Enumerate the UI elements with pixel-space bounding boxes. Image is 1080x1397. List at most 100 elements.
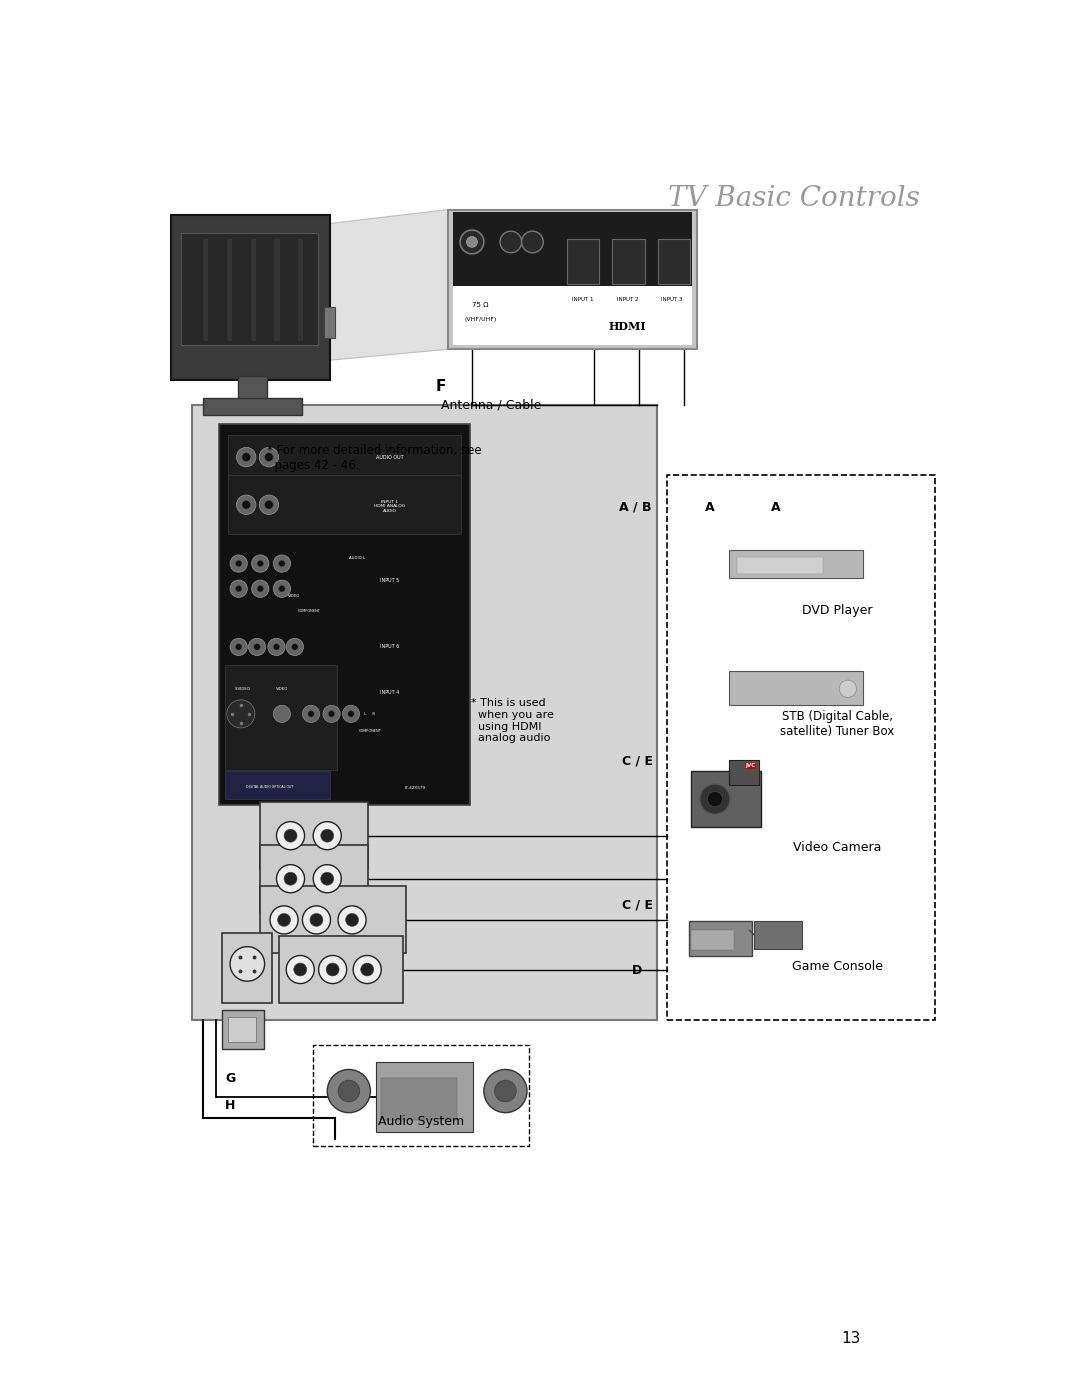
Bar: [260, 845, 368, 912]
Ellipse shape: [328, 711, 335, 717]
Ellipse shape: [707, 792, 723, 806]
Text: C / E: C / E: [622, 754, 652, 768]
Bar: [203, 239, 208, 341]
Ellipse shape: [259, 495, 279, 514]
Bar: [381, 1078, 457, 1120]
Ellipse shape: [495, 1080, 516, 1102]
Ellipse shape: [237, 447, 256, 467]
Text: L     R: L R: [364, 712, 375, 715]
Ellipse shape: [254, 644, 260, 650]
Ellipse shape: [273, 580, 291, 598]
Ellipse shape: [308, 711, 314, 717]
Ellipse shape: [265, 500, 273, 509]
Ellipse shape: [235, 644, 242, 650]
Ellipse shape: [230, 580, 247, 598]
Bar: [171, 215, 330, 380]
Ellipse shape: [252, 555, 269, 573]
Bar: [274, 239, 280, 341]
Text: AUDIO OUT: AUDIO OUT: [376, 454, 404, 460]
Bar: [251, 239, 256, 341]
Text: INPUT 5: INPUT 5: [380, 578, 400, 583]
Ellipse shape: [286, 638, 303, 655]
Ellipse shape: [839, 680, 856, 697]
Ellipse shape: [279, 585, 285, 592]
Ellipse shape: [338, 905, 366, 935]
Ellipse shape: [321, 830, 334, 842]
Ellipse shape: [284, 872, 297, 886]
Ellipse shape: [460, 231, 484, 254]
Bar: [298, 239, 303, 341]
Ellipse shape: [259, 447, 279, 467]
Text: HDMI: HDMI: [609, 321, 646, 331]
Bar: [453, 212, 692, 291]
Text: A / B: A / B: [619, 500, 651, 514]
Ellipse shape: [302, 705, 320, 722]
Ellipse shape: [230, 947, 265, 981]
Bar: [238, 376, 267, 402]
Text: * This is used
  when you are
  using HDMI
  analog audio: * This is used when you are using HDMI a…: [471, 698, 554, 743]
Bar: [260, 886, 406, 953]
Text: JVC: JVC: [745, 763, 756, 768]
Ellipse shape: [273, 705, 291, 722]
Bar: [228, 434, 461, 479]
Bar: [203, 398, 301, 415]
Bar: [192, 405, 657, 1020]
Bar: [227, 239, 232, 341]
Bar: [260, 802, 368, 869]
Bar: [691, 930, 734, 950]
Ellipse shape: [230, 638, 247, 655]
Bar: [658, 239, 690, 284]
Text: S-VIDEO: S-VIDEO: [235, 687, 251, 690]
Bar: [567, 239, 599, 284]
Bar: [453, 286, 692, 345]
Text: D: D: [632, 964, 643, 978]
Ellipse shape: [265, 453, 273, 461]
Ellipse shape: [278, 914, 291, 926]
Ellipse shape: [342, 705, 360, 722]
Ellipse shape: [270, 905, 298, 935]
Bar: [667, 475, 935, 1020]
Ellipse shape: [302, 905, 330, 935]
Text: INPUT 4: INPUT 4: [380, 690, 400, 696]
Text: H: H: [225, 1098, 235, 1112]
Ellipse shape: [273, 555, 291, 573]
Text: STB (Digital Cable,
satellite) Tuner Box: STB (Digital Cable, satellite) Tuner Box: [780, 710, 894, 738]
Ellipse shape: [273, 644, 280, 650]
Bar: [754, 921, 802, 949]
Text: INPUT 1: INPUT 1: [572, 296, 594, 302]
Ellipse shape: [276, 865, 305, 893]
Ellipse shape: [257, 585, 264, 592]
Ellipse shape: [313, 865, 341, 893]
Bar: [729, 760, 759, 785]
Ellipse shape: [700, 784, 730, 814]
Bar: [219, 423, 470, 805]
Ellipse shape: [338, 1080, 360, 1102]
Text: DVD Player: DVD Player: [801, 604, 873, 617]
Polygon shape: [330, 210, 448, 360]
Bar: [225, 771, 330, 799]
Ellipse shape: [348, 711, 354, 717]
Ellipse shape: [310, 914, 323, 926]
Ellipse shape: [467, 236, 477, 247]
Ellipse shape: [313, 821, 341, 849]
Text: 75 Ω: 75 Ω: [472, 302, 489, 307]
Text: COMPONENT: COMPONENT: [359, 729, 381, 732]
Text: DIGITAL AUDIO OPTICAL OUT: DIGITAL AUDIO OPTICAL OUT: [246, 785, 293, 788]
Text: TV Basic Controls: TV Basic Controls: [667, 184, 920, 212]
Bar: [279, 936, 403, 1003]
Ellipse shape: [230, 555, 247, 573]
Text: F: F: [435, 380, 446, 394]
Text: C / E: C / E: [622, 898, 652, 912]
Text: 13: 13: [841, 1331, 861, 1345]
Text: Video Camera: Video Camera: [793, 841, 881, 855]
Ellipse shape: [276, 821, 305, 849]
Ellipse shape: [327, 1070, 370, 1112]
Text: Game Console: Game Console: [792, 960, 882, 974]
Ellipse shape: [252, 580, 269, 598]
Ellipse shape: [326, 963, 339, 977]
Bar: [222, 933, 272, 1003]
Text: INPUT 3: INPUT 3: [661, 296, 683, 302]
Text: INPUT 1
HDMI ANALOG
AUDIO: INPUT 1 HDMI ANALOG AUDIO: [374, 500, 405, 513]
Ellipse shape: [353, 956, 381, 983]
Text: COMPONENT: COMPONENT: [298, 609, 321, 613]
